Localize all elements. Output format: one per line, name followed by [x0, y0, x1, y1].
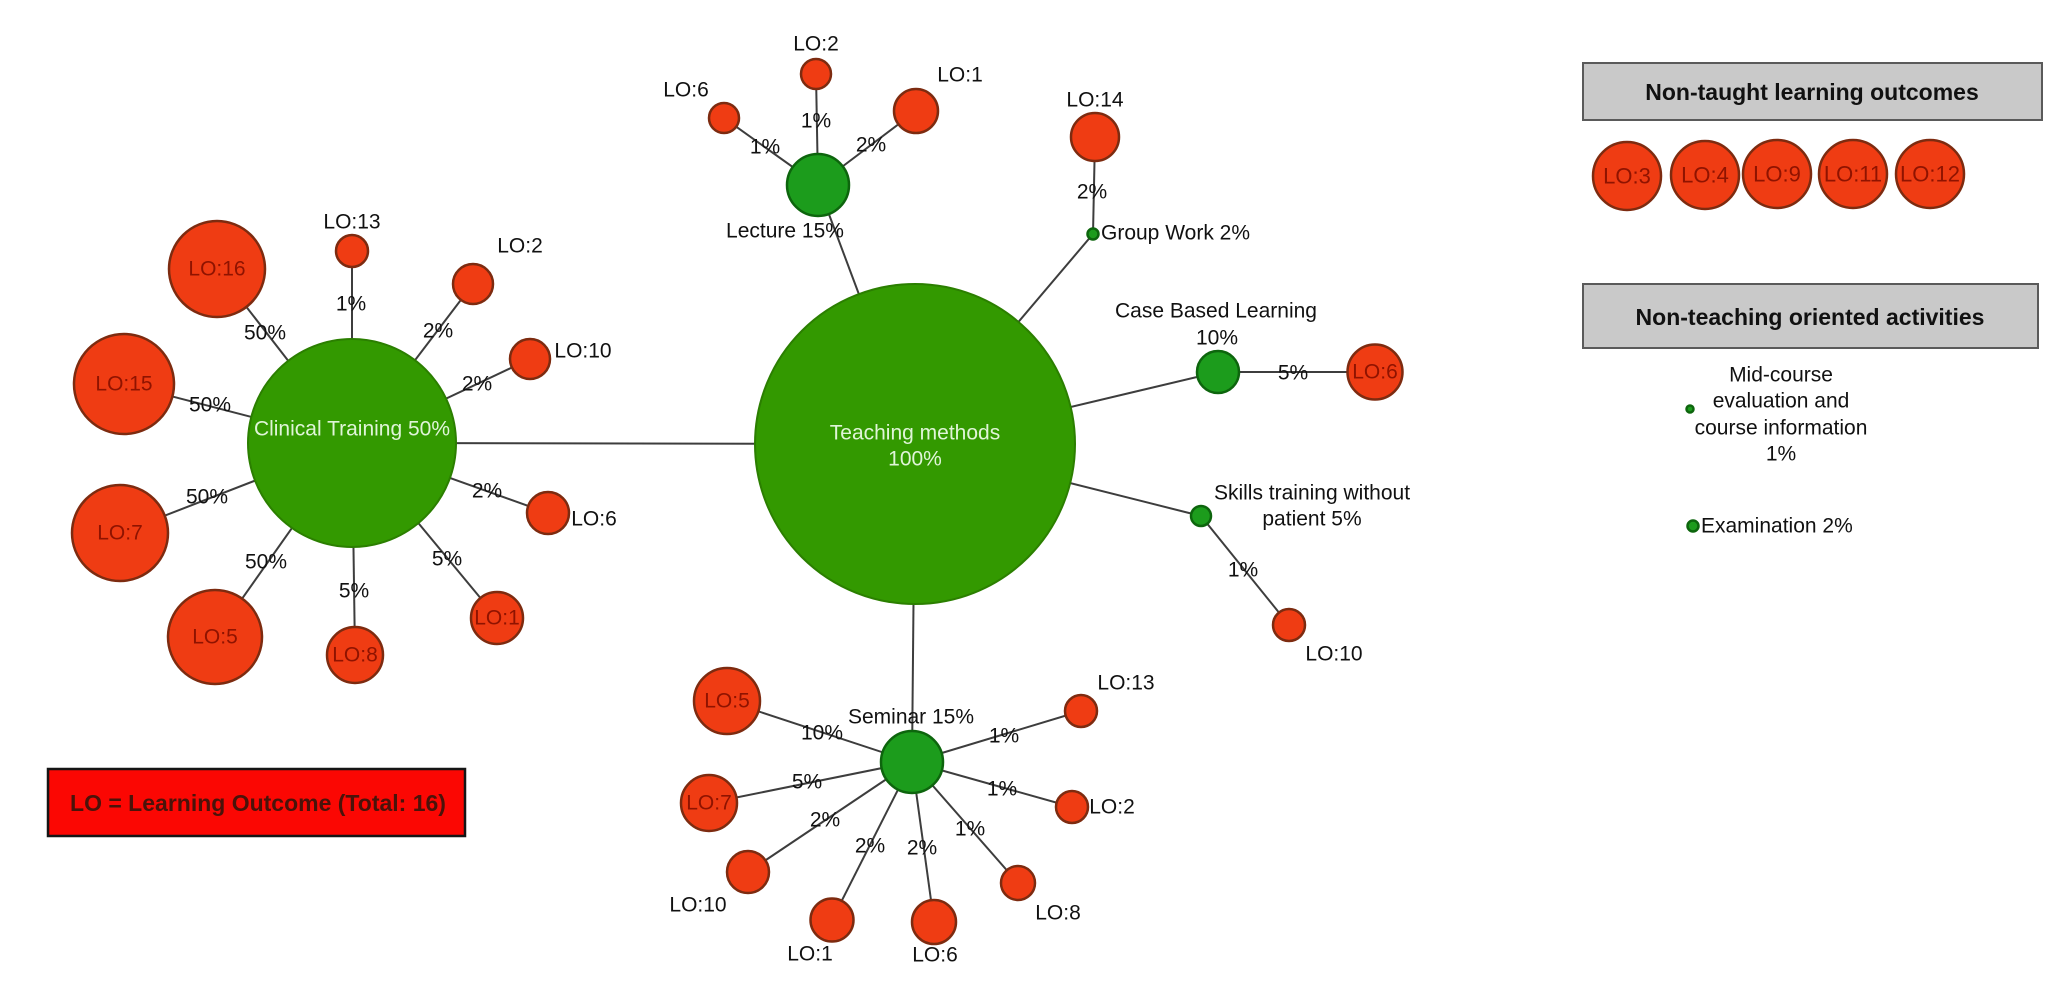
svg-text:Skills training without: Skills training without	[1214, 482, 1410, 505]
svg-text:LO:10: LO:10	[554, 340, 611, 363]
svg-text:2%: 2%	[855, 835, 885, 858]
svg-text:LO:13: LO:13	[323, 211, 380, 234]
svg-text:LO:15: LO:15	[95, 373, 152, 396]
svg-text:Non-teaching oriented activiti: Non-teaching oriented activities	[1636, 304, 1985, 330]
svg-text:LO:13: LO:13	[1097, 672, 1154, 695]
svg-text:evaluation and: evaluation and	[1713, 390, 1850, 413]
svg-text:50%: 50%	[186, 486, 228, 509]
svg-text:2%: 2%	[907, 837, 937, 860]
svg-text:2%: 2%	[423, 320, 453, 343]
svg-text:1%: 1%	[336, 293, 366, 316]
svg-text:LO:9: LO:9	[1753, 162, 1801, 187]
svg-text:1%: 1%	[955, 818, 985, 841]
svg-text:LO:5: LO:5	[192, 626, 238, 649]
svg-text:Case Based Learning: Case Based Learning	[1115, 300, 1317, 323]
svg-text:Group Work 2%: Group Work 2%	[1101, 222, 1250, 245]
svg-text:5%: 5%	[1278, 362, 1308, 385]
svg-text:50%: 50%	[244, 322, 286, 345]
svg-text:LO:12: LO:12	[1900, 162, 1960, 187]
svg-text:LO:8: LO:8	[1035, 902, 1081, 925]
svg-text:1%: 1%	[989, 725, 1019, 748]
svg-text:10%: 10%	[1196, 327, 1238, 350]
svg-text:LO:7: LO:7	[97, 522, 143, 545]
svg-text:LO:2: LO:2	[497, 235, 543, 258]
svg-text:LO:6: LO:6	[912, 944, 958, 967]
svg-text:2%: 2%	[462, 373, 492, 396]
svg-text:Teaching methods: Teaching methods	[830, 422, 1000, 445]
svg-text:1%: 1%	[801, 110, 831, 133]
svg-text:5%: 5%	[432, 548, 462, 571]
svg-text:LO:1: LO:1	[937, 64, 983, 87]
svg-text:LO:16: LO:16	[188, 258, 245, 281]
svg-text:LO:8: LO:8	[332, 644, 378, 667]
svg-text:Mid-course: Mid-course	[1729, 364, 1833, 387]
svg-text:LO:5: LO:5	[704, 690, 750, 713]
svg-text:5%: 5%	[339, 580, 369, 603]
svg-text:LO:7: LO:7	[686, 792, 732, 815]
svg-text:Lecture 15%: Lecture 15%	[726, 220, 844, 243]
svg-text:LO:2: LO:2	[1089, 796, 1135, 819]
svg-text:LO:10: LO:10	[669, 894, 726, 917]
svg-text:LO:1: LO:1	[787, 943, 833, 966]
svg-text:LO:6: LO:6	[663, 79, 709, 102]
svg-text:LO:4: LO:4	[1681, 163, 1729, 188]
svg-text:2%: 2%	[472, 480, 502, 503]
svg-text:1%: 1%	[1766, 443, 1796, 466]
svg-text:1%: 1%	[750, 136, 780, 159]
svg-text:100%: 100%	[888, 448, 942, 471]
svg-text:2%: 2%	[1077, 181, 1107, 204]
svg-text:patient 5%: patient 5%	[1262, 508, 1361, 531]
svg-text:1%: 1%	[1228, 559, 1258, 582]
svg-text:Seminar 15%: Seminar 15%	[848, 706, 974, 729]
svg-text:2%: 2%	[810, 809, 840, 832]
svg-text:5%: 5%	[792, 771, 822, 794]
svg-text:50%: 50%	[245, 551, 287, 574]
svg-text:LO:6: LO:6	[1352, 361, 1398, 384]
svg-text:1%: 1%	[987, 778, 1017, 801]
svg-text:LO:14: LO:14	[1066, 89, 1124, 112]
svg-text:LO:3: LO:3	[1603, 164, 1651, 189]
svg-text:Non-taught learning outcomes: Non-taught learning outcomes	[1645, 79, 1979, 105]
svg-text:course information: course information	[1695, 417, 1868, 440]
svg-text:LO:1: LO:1	[474, 607, 520, 630]
svg-text:50%: 50%	[189, 394, 231, 417]
svg-text:LO:2: LO:2	[793, 33, 839, 56]
svg-text:LO:10: LO:10	[1305, 643, 1362, 666]
svg-text:Clinical Training 50%: Clinical Training 50%	[254, 418, 450, 441]
svg-text:2%: 2%	[856, 134, 886, 157]
svg-text:10%: 10%	[801, 722, 843, 745]
svg-text:Examination 2%: Examination 2%	[1701, 515, 1853, 538]
svg-text:LO:6: LO:6	[571, 508, 617, 531]
svg-text:LO = Learning Outcome (Total:: LO = Learning Outcome (Total: 16)	[70, 790, 446, 816]
svg-text:LO:11: LO:11	[1824, 162, 1882, 187]
